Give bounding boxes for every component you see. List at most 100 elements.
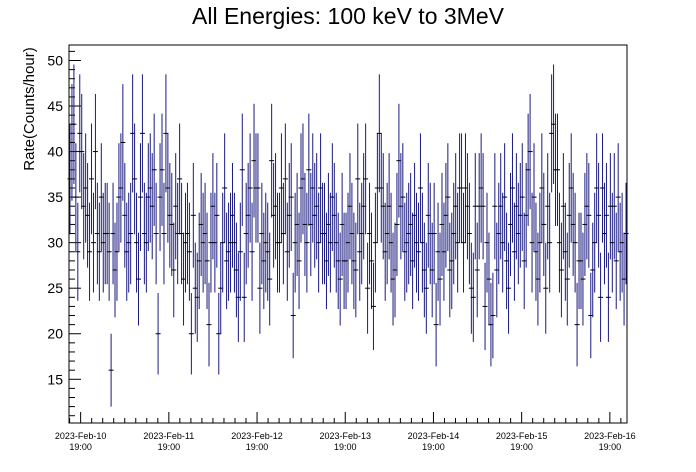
data-point — [136, 232, 142, 326]
data-point — [400, 143, 406, 251]
data-point — [586, 163, 592, 268]
data-point — [541, 172, 547, 276]
data-point — [613, 212, 619, 310]
data-point — [415, 202, 421, 301]
y-tick-label: 15 — [47, 371, 63, 387]
data-point — [482, 262, 488, 351]
data-point — [603, 163, 609, 268]
data-point — [437, 232, 443, 326]
y-axis: 15 20 25 30 35 40 45 50 — [47, 50, 81, 417]
data-point — [470, 252, 476, 342]
data-point — [490, 272, 496, 359]
data-point — [161, 182, 167, 285]
data-point — [486, 232, 492, 326]
x-tick-date-label: 2023-Feb-10 — [55, 431, 107, 441]
data-point — [564, 232, 570, 326]
data-point — [598, 252, 604, 342]
data-point — [282, 123, 288, 235]
data-point — [75, 202, 81, 301]
data-point — [132, 123, 138, 235]
data-point — [171, 222, 177, 318]
data-point — [241, 252, 247, 342]
y-tick-label: 45 — [47, 98, 63, 114]
x-tick-time-label: 19:00 — [422, 442, 445, 452]
data-point — [71, 64, 77, 184]
x-tick-date-label: 2023-Feb-13 — [319, 431, 371, 441]
data-point — [188, 293, 194, 375]
data-point — [137, 143, 143, 251]
data-point — [306, 113, 312, 226]
data-point — [186, 202, 192, 301]
data-point — [355, 123, 361, 235]
data-point — [445, 143, 451, 251]
data-point — [394, 172, 400, 276]
data-point — [368, 212, 374, 310]
data-point — [417, 133, 423, 243]
data-point — [574, 282, 580, 367]
x-tick-time-label: 19:00 — [510, 442, 533, 452]
data-point — [611, 153, 617, 260]
data-point — [547, 192, 553, 293]
data-point — [206, 282, 212, 367]
data-point — [580, 232, 586, 326]
data-point — [237, 202, 243, 301]
data-point — [605, 252, 611, 342]
data-point — [531, 143, 537, 251]
x-tick-time-label: 19:00 — [599, 442, 622, 452]
data-point — [433, 282, 439, 367]
y-tick-label: 25 — [47, 280, 63, 296]
data-point — [106, 202, 112, 301]
data-point — [519, 143, 525, 251]
data-point — [506, 242, 512, 334]
data-point — [139, 74, 145, 193]
data-point — [480, 153, 486, 260]
data-point — [492, 153, 498, 260]
x-tick-time-label: 19:00 — [334, 442, 357, 452]
data-point — [92, 93, 98, 210]
data-point — [249, 202, 255, 301]
data-point — [159, 113, 165, 226]
data-point — [543, 242, 549, 334]
x-tick-time-label: 19:00 — [246, 442, 269, 452]
data-point — [155, 293, 161, 375]
data-point — [296, 212, 302, 310]
data-point — [474, 222, 480, 318]
data-point — [363, 123, 369, 235]
data-point — [151, 113, 157, 226]
data-point — [290, 272, 296, 359]
x-tick-time-label: 19:00 — [69, 442, 92, 452]
x-tick-date-label: 2023-Feb-11 — [143, 431, 194, 441]
data-point — [527, 93, 533, 210]
data-point — [204, 212, 210, 310]
data-point — [214, 163, 220, 268]
data-point — [114, 202, 120, 301]
data-point — [255, 133, 261, 243]
data-point — [431, 182, 437, 285]
data-point — [623, 182, 629, 285]
data-point — [222, 133, 228, 243]
data-point — [128, 182, 134, 285]
x-tick-time-label: 19:00 — [158, 442, 181, 452]
data-point — [353, 222, 359, 318]
x-tick-date-label: 2023-Feb-16 — [584, 431, 636, 441]
data-point — [423, 242, 429, 334]
y-tick-label: 30 — [47, 235, 63, 251]
data-point — [239, 113, 245, 226]
y-tick-label: 50 — [47, 52, 63, 68]
y-tick-label: 40 — [47, 144, 63, 160]
data-point — [120, 84, 126, 201]
data-point — [73, 143, 79, 251]
data-point — [190, 163, 196, 268]
data-point — [90, 192, 96, 293]
data-point — [288, 143, 294, 251]
data-point — [247, 133, 253, 243]
x-tick-date-label: 2023-Feb-12 — [231, 431, 283, 441]
y-axis-label: Rate(Counts/hour) — [21, 47, 38, 170]
data-point — [365, 242, 371, 334]
data-point — [615, 143, 621, 251]
data-point — [558, 222, 564, 318]
x-axis: 2023-Feb-1019:002023-Feb-1119:002023-Feb… — [55, 412, 636, 452]
data-point — [554, 113, 560, 226]
data-point — [108, 333, 114, 407]
data-point — [87, 202, 93, 301]
